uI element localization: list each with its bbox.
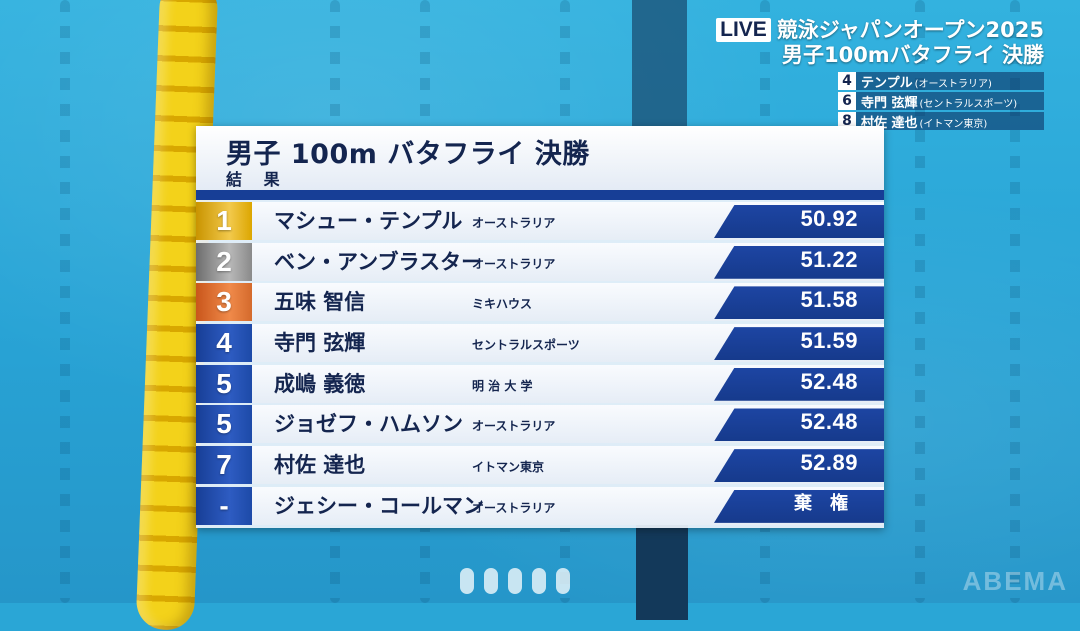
water-ripple [60, 0, 70, 603]
board-title: 男子 100m バタフライ 決勝 [226, 139, 590, 170]
lane-swimmer-name: 寺門 弦輝 [861, 95, 918, 111]
finish-time: 51.22 [800, 246, 858, 272]
finish-time: 52.48 [800, 409, 858, 435]
lane-row: 6 寺門 弦輝 (セントラルスポーツ) [838, 92, 1044, 111]
swimmer-team: オーストラリア [472, 216, 556, 230]
swimmer-team: オーストラリア [472, 419, 556, 434]
water-ripple [915, 0, 925, 603]
swimmer-name: ベン・アンブラスター [274, 249, 483, 274]
result-row: 4 寺門 弦輝 セントラルスポーツ 51.59 [196, 324, 884, 363]
swimmer-name: 村佐 達也 [274, 453, 366, 478]
finish-time: 52.48 [800, 368, 858, 394]
result-row: 3 五味 智信 ミキハウス 51.58 [196, 283, 884, 322]
time-box [714, 286, 884, 320]
result-row: - ジェシー・コールマン オーストラリア 棄権 [196, 486, 884, 525]
rank-badge: 4 [196, 324, 252, 363]
lane-swimmer-name: テンプル [861, 75, 913, 91]
rank-badge: 2 [196, 242, 252, 281]
swimmer-name: 寺門 弦輝 [274, 331, 366, 356]
results-board: 男子 100m バタフライ 決勝 結 果 1 マシュー・テンプル オーストラリア… [196, 126, 884, 528]
results-list: 1 マシュー・テンプル オーストラリア 50.92 2 ベン・アンブラスター オ… [196, 200, 884, 525]
rank-badge: - [196, 486, 252, 525]
swimmer-team: ミキハウス [472, 297, 533, 312]
board-subtitle: 結 果 [226, 170, 288, 189]
header-divider [196, 190, 884, 200]
swimmer-team: イトマン東京 [472, 460, 545, 475]
lane-swimmer-team: (イトマン東京) [919, 118, 988, 130]
result-row: 2 ベン・アンブラスター オーストラリア 51.22 [196, 242, 884, 281]
broadcaster-watermark: ABEMA [962, 566, 1068, 596]
time-box [714, 245, 884, 279]
result-row: 1 マシュー・テンプル オーストラリア 50.92 [196, 202, 884, 240]
lane-number: 6 [838, 92, 856, 110]
live-overlay: LIVE 競泳ジャパンオープン2025 男子100mバタフライ 決勝 [716, 18, 1044, 68]
time-box [714, 327, 884, 361]
board-header: 男子 100m バタフライ 決勝 結 果 [196, 126, 884, 190]
lane-swimmer: 寺門 弦輝 (セントラルスポーツ) [856, 92, 1017, 111]
finish-time: 50.92 [800, 206, 858, 231]
lane-swimmer-team: (オーストラリア) [914, 78, 992, 90]
time-box [714, 205, 884, 238]
result-row: 5 成嶋 義徳 明 治 大 学 52.48 [196, 364, 884, 403]
event-title: 競泳ジャパンオープン2025 [776, 18, 1044, 42]
water-ripple [1010, 0, 1020, 603]
swimmer-team: オーストラリア [472, 256, 556, 271]
time-box [714, 367, 884, 401]
finish-time: 棄権 [794, 492, 866, 514]
rank-badge: 7 [196, 446, 252, 485]
lane-row: 8 村佐 達也 (イトマン東京) [838, 112, 1044, 131]
lane-row: 4 テンプル (オーストラリア) [838, 72, 1044, 91]
lane-number: 4 [838, 72, 856, 90]
live-badge: LIVE [716, 18, 771, 42]
rank-badge: 1 [196, 202, 252, 240]
lane-swimmer: テンプル (オーストラリア) [856, 72, 992, 91]
swimmer-team: オーストラリア [472, 500, 556, 515]
rank-badge: 5 [196, 405, 252, 444]
swimmer-name: マシュー・テンプル [274, 209, 463, 233]
rank-badge: 3 [196, 283, 252, 322]
lane-line-top [632, 0, 687, 130]
lane-list: 4 テンプル (オーストラリア) 6 寺門 弦輝 (セントラルスポーツ) 8 村佐 … [838, 72, 1044, 132]
swimmer-name: 成嶋 義徳 [274, 371, 366, 396]
swimmer-team: セントラルスポーツ [472, 338, 580, 353]
finish-time: 52.89 [800, 450, 858, 476]
rank-badge: 5 [196, 364, 252, 403]
finish-time: 51.58 [800, 287, 858, 313]
finish-time: 51.59 [800, 328, 858, 354]
swimmer-team: 明 治 大 学 [472, 378, 533, 393]
swimmer-name: ジョゼフ・ハムソン [274, 412, 463, 437]
result-row: 7 村佐 達也 イトマン東京 52.89 [196, 446, 884, 485]
event-subtitle: 男子100mバタフライ 決勝 [781, 43, 1044, 67]
time-box [714, 449, 884, 483]
swimmer-name: ジェシー・コールマン [274, 493, 484, 518]
swimmer-name: 五味 智信 [274, 290, 366, 315]
bubbles [460, 568, 580, 598]
time-box [714, 489, 884, 523]
lane-number: 8 [838, 112, 856, 130]
lane-swimmer-team: (セントラルスポーツ) [919, 98, 1018, 110]
result-row: 5 ジョゼフ・ハムソン オーストラリア 52.48 [196, 405, 884, 444]
lane-line-bottom [636, 520, 688, 620]
time-box [714, 408, 884, 442]
